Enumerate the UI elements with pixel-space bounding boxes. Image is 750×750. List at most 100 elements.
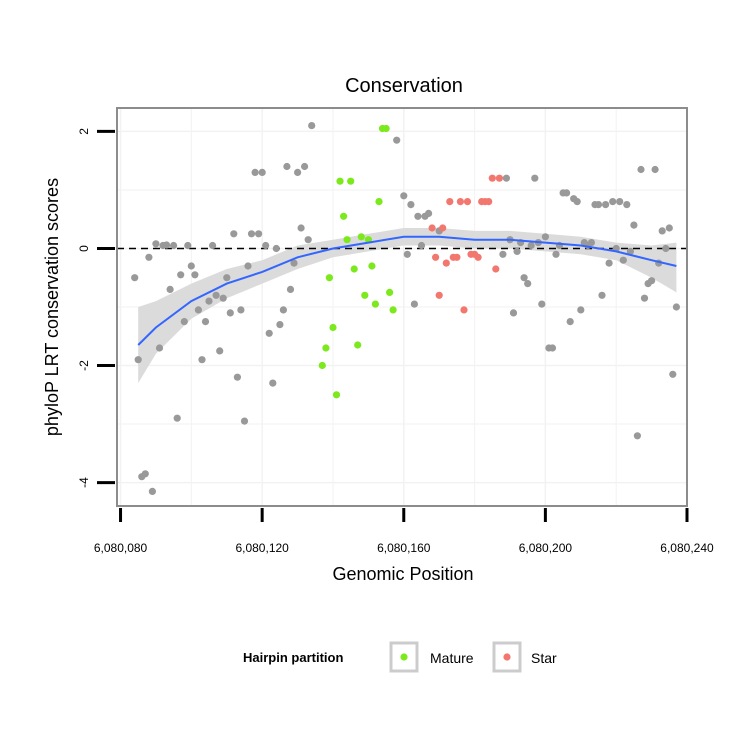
point-mature bbox=[389, 306, 397, 314]
point-other bbox=[237, 306, 245, 314]
point-other bbox=[552, 250, 560, 258]
point-other bbox=[152, 240, 160, 248]
point-other bbox=[400, 192, 408, 200]
point-other bbox=[209, 241, 217, 250]
y-tick-label: 0 bbox=[77, 245, 91, 252]
point-other bbox=[283, 162, 291, 171]
plot-panel bbox=[116, 107, 688, 507]
point-star bbox=[456, 198, 464, 206]
y-axis-title: phyloP LRT conservation scores bbox=[42, 178, 62, 436]
point-other bbox=[247, 230, 256, 238]
point-mature bbox=[347, 177, 355, 185]
point-other bbox=[648, 277, 656, 285]
y-tick-label: 2 bbox=[77, 128, 91, 135]
point-other bbox=[513, 247, 521, 255]
x-axis-title: Genomic Position bbox=[332, 564, 473, 584]
point-other bbox=[616, 198, 624, 206]
point-other bbox=[602, 201, 610, 209]
smooth-line bbox=[137, 235, 677, 346]
point-other bbox=[577, 306, 585, 314]
point-other bbox=[272, 244, 280, 253]
point-other bbox=[230, 230, 238, 238]
point-other bbox=[619, 256, 627, 264]
x-axis: 6,080,080 6,080,120 6,080,160 6,080,200 6,08… bbox=[94, 508, 714, 555]
point-other bbox=[573, 198, 581, 206]
legend: Hairpin partition Mature Star bbox=[243, 641, 557, 673]
point-other bbox=[502, 174, 510, 182]
point-other bbox=[414, 212, 422, 220]
point-other bbox=[623, 201, 631, 209]
point-other bbox=[630, 221, 638, 229]
point-other bbox=[410, 300, 418, 308]
point-star bbox=[485, 198, 493, 206]
point-other bbox=[637, 165, 645, 174]
chart-title: Conservation bbox=[345, 75, 463, 97]
point-star bbox=[442, 259, 450, 267]
point-other bbox=[286, 285, 295, 293]
point-star bbox=[453, 253, 461, 261]
x-tick-label: 6,080,240 bbox=[660, 541, 714, 555]
point-star bbox=[446, 198, 454, 206]
y-tick-label: -4 bbox=[77, 477, 91, 488]
point-mature bbox=[357, 233, 365, 241]
point-other bbox=[609, 198, 617, 206]
point-mature bbox=[343, 236, 351, 244]
point-other bbox=[233, 373, 241, 381]
point-other bbox=[276, 321, 284, 329]
point-other bbox=[594, 201, 603, 209]
point-other bbox=[301, 162, 309, 171]
point-other bbox=[563, 189, 571, 197]
point-other bbox=[198, 356, 206, 364]
point-other bbox=[258, 168, 266, 176]
point-star bbox=[495, 174, 503, 182]
point-other bbox=[499, 250, 507, 258]
point-other bbox=[191, 271, 199, 279]
point-other bbox=[651, 165, 659, 174]
point-star bbox=[432, 253, 440, 261]
point-mature bbox=[332, 391, 341, 399]
point-other bbox=[605, 259, 613, 267]
legend-label-star: Star bbox=[531, 650, 557, 666]
y-axis: -4 -2 0 2 bbox=[77, 128, 115, 488]
point-star bbox=[439, 224, 447, 232]
point-other bbox=[141, 470, 149, 478]
point-mature bbox=[382, 124, 390, 133]
point-other bbox=[407, 201, 415, 209]
point-other bbox=[194, 306, 202, 314]
point-star bbox=[474, 253, 482, 261]
point-other bbox=[672, 303, 681, 311]
panel-border bbox=[116, 107, 688, 507]
point-other bbox=[527, 241, 535, 250]
point-other bbox=[541, 233, 550, 241]
point-other bbox=[417, 241, 426, 250]
point-other bbox=[297, 224, 305, 232]
point-other bbox=[665, 224, 673, 232]
point-other bbox=[223, 274, 231, 282]
point-mature bbox=[361, 291, 369, 299]
x-tick-label: 6,080,080 bbox=[94, 541, 148, 555]
point-other bbox=[633, 432, 642, 440]
point-mature bbox=[371, 300, 379, 308]
grid-lines bbox=[117, 108, 688, 506]
point-star bbox=[435, 291, 443, 299]
x-tick-label: 6,080,120 bbox=[235, 541, 289, 555]
point-other bbox=[177, 271, 185, 279]
point-other bbox=[598, 291, 606, 299]
point-mature bbox=[340, 212, 348, 220]
point-other bbox=[262, 241, 270, 250]
x-tick-label: 6,080,200 bbox=[519, 541, 573, 555]
point-other bbox=[155, 344, 164, 352]
point-other bbox=[265, 329, 273, 337]
point-mature bbox=[336, 177, 344, 185]
point-mature bbox=[322, 344, 330, 352]
point-other bbox=[531, 174, 539, 182]
point-other bbox=[425, 209, 433, 217]
legend-title: Hairpin partition bbox=[243, 650, 343, 665]
x-tick-label: 6,080,160 bbox=[377, 541, 431, 555]
point-mature bbox=[368, 262, 376, 270]
point-other bbox=[187, 262, 195, 270]
point-other bbox=[184, 241, 192, 250]
point-other bbox=[403, 250, 411, 258]
point-other bbox=[308, 122, 316, 130]
point-mature bbox=[386, 288, 394, 296]
